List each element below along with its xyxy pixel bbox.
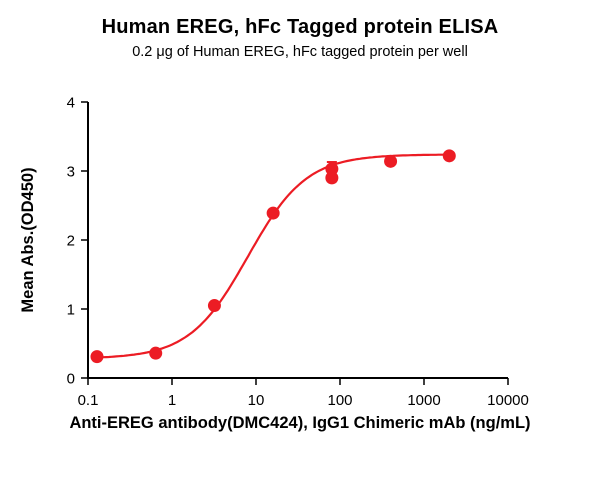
y-tick-label: 4 [67, 95, 75, 112]
chart-subtitle: 0.2 μg of Human EREG, hFc tagged protein… [132, 44, 468, 60]
elisa-chart: 0.1 1 10 100 1000 10000 0 1 2 3 4 Anti-EREG antibo… [19, 95, 531, 433]
data-point [207, 299, 221, 313]
data-point [325, 162, 339, 176]
y-tick-label: 2 [67, 233, 75, 250]
y-tick-label: 1 [67, 302, 75, 319]
y-tick-label: 3 [67, 164, 75, 181]
x-tick-label: 1 [168, 392, 176, 409]
x-tick-label: 10000 [487, 392, 529, 409]
data-point [325, 171, 339, 185]
x-axis-label: Anti-EREG antibody(DMC424), IgG1 Chimeri… [69, 414, 530, 432]
x-tick-label: 100 [327, 392, 352, 409]
data-point [90, 350, 104, 364]
data-point [266, 206, 280, 220]
x-tick-label: 10 [248, 392, 265, 409]
y-tick-label: 0 [67, 371, 75, 388]
fit-curve-line [95, 153, 453, 359]
y-axis-label: Mean Abs.(OD450) [19, 167, 37, 312]
x-tick-label: 0.1 [78, 392, 99, 409]
x-tick-label: 1000 [407, 392, 440, 409]
data-point [384, 154, 398, 168]
data-point [149, 346, 163, 360]
plot-area: 0.1 1 10 100 1000 10000 0 1 2 3 4 [67, 95, 529, 410]
data-point [442, 149, 456, 163]
chart-title: Human EREG, hFc Tagged protein ELISA [101, 16, 499, 38]
